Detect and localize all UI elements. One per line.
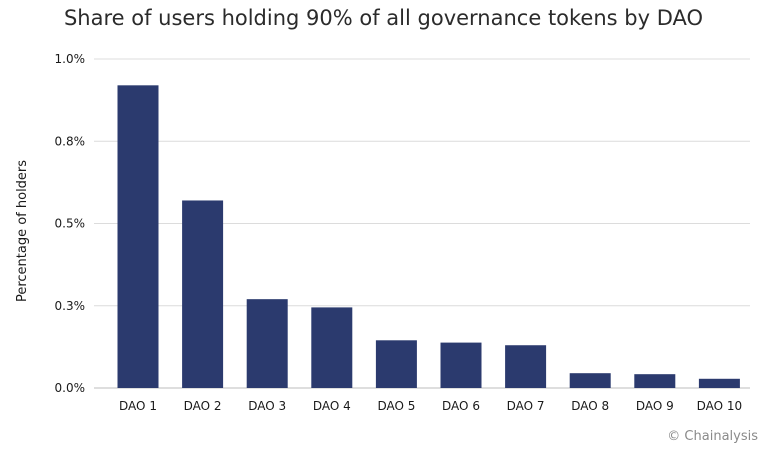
bar [505,345,547,388]
bar [117,85,159,388]
bar [246,299,288,388]
bars [117,85,740,388]
x-tick-label: DAO 10 [697,399,743,413]
bar [569,373,611,388]
x-tick-label: DAO 9 [636,399,674,413]
y-axis-label: Percentage of holders [15,160,30,302]
source-credit: © Chainalysis [667,429,758,444]
chart-title: Share of users holding 90% of all govern… [63,6,704,30]
x-tick-label: DAO 5 [377,399,415,413]
x-tick-label: DAO 1 [119,399,157,413]
bar [182,200,224,388]
bar [440,342,482,388]
x-axis-ticks: DAO 1 DAO 2 DAO 3 DAO 4 DAO 5 DAO 6 DAO 7 DAO 8… [119,399,742,413]
x-tick-label: DAO 3 [248,399,286,413]
x-tick-label: DAO 4 [313,399,351,413]
y-tick-label: 0.0% [55,381,86,395]
y-tick-label: 0.8% [55,134,86,148]
y-tick-label: 0.5% [55,217,86,231]
bar [634,374,676,388]
bar [311,307,353,388]
x-tick-label: DAO 2 [184,399,222,413]
y-tick-label: 1.0% [55,52,86,66]
x-tick-label: DAO 7 [507,399,545,413]
y-tick-label: 0.3% [55,299,86,313]
x-tick-label: DAO 8 [571,399,609,413]
y-axis-ticks: 0.0% 0.3% 0.5% 0.8% 1.0% [55,52,86,395]
bar [698,378,740,388]
bar [375,340,417,388]
x-tick-label: DAO 6 [442,399,480,413]
